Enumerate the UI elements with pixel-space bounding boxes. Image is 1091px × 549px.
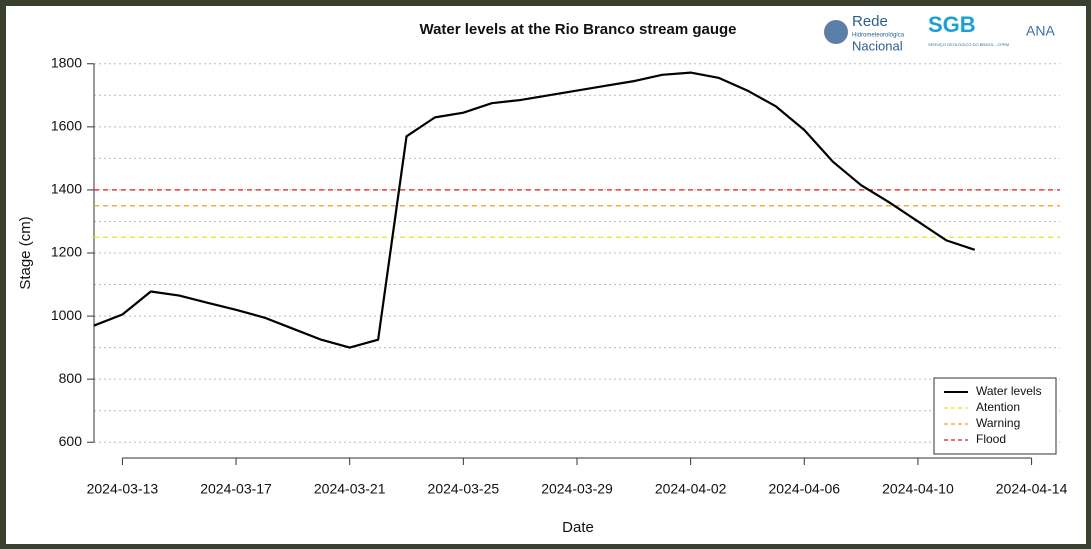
chart-title: Water levels at the Rio Branco stream ga… <box>419 21 736 38</box>
y-tick-label: 1000 <box>51 307 82 323</box>
panel <box>6 6 1086 544</box>
x-tick-label: 2024-04-10 <box>882 481 954 497</box>
legend-label: Flood <box>976 432 1006 446</box>
y-tick-label: 600 <box>59 433 83 449</box>
x-tick-label: 2024-03-25 <box>428 481 500 497</box>
x-tick-label: 2024-04-06 <box>768 481 840 497</box>
page: Water levels at the Rio Branco stream ga… <box>0 0 1091 549</box>
x-tick-label: 2024-03-17 <box>200 481 272 497</box>
y-tick-label: 1600 <box>51 118 82 134</box>
y-axis-label: Stage (cm) <box>17 216 34 289</box>
legend-label: Warning <box>976 416 1020 430</box>
y-tick-label: 1200 <box>51 244 82 260</box>
legend-label: Atention <box>976 400 1020 414</box>
x-tick-label: 2024-03-21 <box>314 481 386 497</box>
logo-text: SERVIÇO GEOLÓGICO DO BRASIL - CPRM <box>928 42 1009 47</box>
x-tick-label: 2024-03-29 <box>541 481 613 497</box>
x-axis-label: Date <box>562 519 594 536</box>
logo-text: SGB <box>928 12 976 37</box>
x-tick-label: 2024-04-14 <box>996 481 1068 497</box>
y-tick-label: 800 <box>59 370 83 386</box>
logo-text: Rede <box>852 13 888 30</box>
logo-text: Nacional <box>852 38 903 53</box>
chart: Water levels at the Rio Branco stream ga… <box>0 0 1091 549</box>
y-tick-label: 1800 <box>51 54 82 70</box>
legend-label: Water levels <box>976 384 1042 398</box>
logo-icon <box>824 20 848 44</box>
x-tick-label: 2024-03-13 <box>87 481 159 497</box>
y-tick-label: 1400 <box>51 181 82 197</box>
logo-text: ANA <box>1026 23 1055 39</box>
x-tick-label: 2024-04-02 <box>655 481 727 497</box>
